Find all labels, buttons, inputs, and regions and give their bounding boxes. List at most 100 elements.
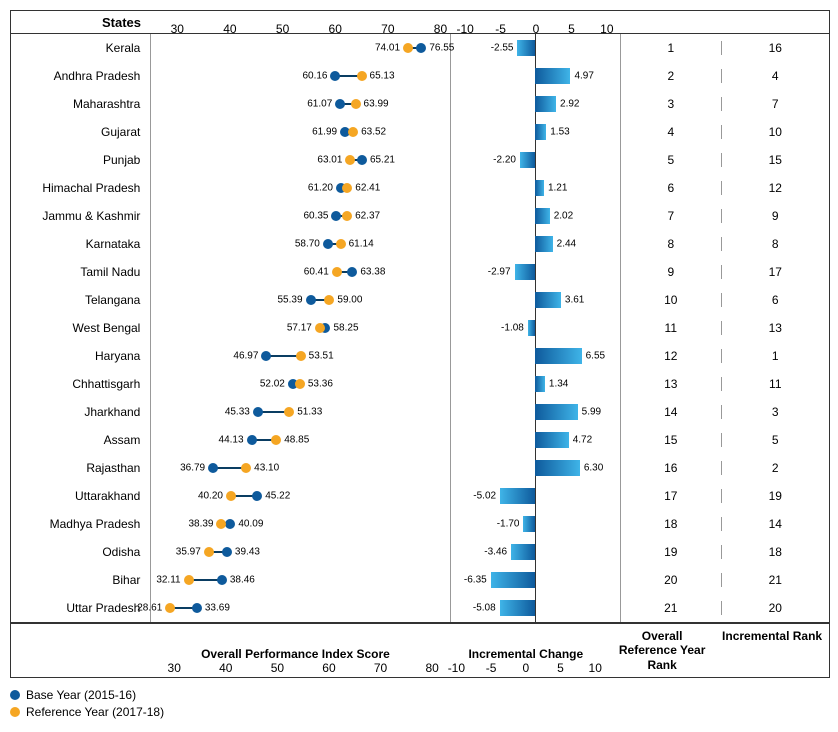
score-label-left: 55.39 xyxy=(277,295,302,306)
ref-dot xyxy=(165,603,175,613)
score-cell: 60.1665.13 xyxy=(150,62,451,90)
overall-rank: 5 xyxy=(621,153,722,167)
ref-dot xyxy=(324,295,334,305)
score-cell: 58.7061.14 xyxy=(150,230,451,258)
incremental-rank: 7 xyxy=(722,97,829,111)
score-label-right: 62.37 xyxy=(355,211,380,222)
state-name: Kerala xyxy=(11,41,150,55)
base-dot xyxy=(416,43,426,53)
score-cell: 46.9753.51 xyxy=(150,342,451,370)
change-bar xyxy=(535,404,577,420)
score-label-left: 46.97 xyxy=(233,351,258,362)
score-cell: 60.3562.37 xyxy=(150,202,451,230)
incremental-rank: 13 xyxy=(722,321,829,335)
score-label-left: 63.01 xyxy=(317,155,342,166)
score-cell: 40.20 45.22 xyxy=(150,482,451,510)
base-dot xyxy=(192,603,202,613)
score-cell: 61.2062.41 xyxy=(150,174,451,202)
incremental-rank: 14 xyxy=(722,517,829,531)
ref-dot xyxy=(357,71,367,81)
change-cell: -2.20 xyxy=(451,146,621,174)
score-label-left: 60.41 xyxy=(304,267,329,278)
ref-dot xyxy=(204,547,214,557)
legend-base: Base Year (2015-16) xyxy=(10,688,828,702)
change-bar xyxy=(535,348,581,364)
incremental-rank: 6 xyxy=(722,293,829,307)
change-bar xyxy=(535,180,544,196)
table-row: Rajasthan36.7943.106.30162 xyxy=(11,454,829,482)
score-label-left: 36.79 xyxy=(180,463,205,474)
ref-dot xyxy=(348,127,358,137)
change-bar xyxy=(500,600,536,616)
ref-dot xyxy=(342,183,352,193)
legend: Base Year (2015-16) Reference Year (2017… xyxy=(10,688,828,719)
score-cell: 61.0763.99 xyxy=(150,90,451,118)
score-label-right: 45.22 xyxy=(265,491,290,502)
score-label-left: 61.20 xyxy=(308,183,333,194)
zero-line xyxy=(535,538,536,566)
score-axis-bottom: Overall Performance Index Score 30405060… xyxy=(148,629,442,661)
score-cell: 60.41 63.38 xyxy=(150,258,451,286)
score-cell: 63.0165.21 xyxy=(150,146,451,174)
ref-dot xyxy=(184,575,194,585)
score-label-right: 61.14 xyxy=(349,239,374,250)
overall-rank: 15 xyxy=(621,433,722,447)
incremental-rank: 4 xyxy=(722,69,829,83)
base-dot xyxy=(306,295,316,305)
change-cell: -2.97 xyxy=(451,258,621,286)
score-cell: 32.1138.46 xyxy=(150,566,451,594)
change-cell: -2.55 xyxy=(451,34,621,62)
incremental-rank: 15 xyxy=(722,153,829,167)
score-cell: 52.0253.36 xyxy=(150,370,451,398)
overall-rank: 10 xyxy=(621,293,722,307)
incremental-rank: 18 xyxy=(722,545,829,559)
legend-base-label: Base Year (2015-16) xyxy=(26,688,136,702)
base-dot xyxy=(331,211,341,221)
score-label-right: 63.99 xyxy=(364,99,389,110)
table-row: Jharkhand45.3351.335.99143 xyxy=(11,398,829,426)
base-dot xyxy=(261,351,271,361)
incremental-rank: 17 xyxy=(722,265,829,279)
change-bar xyxy=(535,376,544,392)
base-dot xyxy=(357,155,367,165)
ref-dot xyxy=(216,519,226,529)
change-label: 1.34 xyxy=(549,379,568,390)
score-cell: 55.3959.00 xyxy=(150,286,451,314)
incremental-rank: 20 xyxy=(722,601,829,615)
zero-line xyxy=(535,34,536,62)
state-name: Madhya Pradesh xyxy=(11,517,150,531)
change-cell: 3.61 xyxy=(451,286,621,314)
change-bar xyxy=(535,432,568,448)
change-cell: -3.46 xyxy=(451,538,621,566)
change-label: -2.55 xyxy=(491,43,514,54)
score-label-right: 65.13 xyxy=(370,71,395,82)
base-dot xyxy=(252,491,262,501)
score-label-left: 40.20 xyxy=(198,491,223,502)
zero-line xyxy=(535,258,536,286)
score-label-right: 51.33 xyxy=(297,407,322,418)
incremental-rank: 16 xyxy=(722,41,829,55)
axis-tick: 70 xyxy=(374,661,387,675)
incremental-rank: 19 xyxy=(722,489,829,503)
incremental-rank: 12 xyxy=(722,181,829,195)
overall-rank: 3 xyxy=(621,97,722,111)
zero-line xyxy=(535,146,536,174)
rows-container: Kerala74.0176.55-2.55116Andhra Pradesh60… xyxy=(11,34,829,622)
state-name: Rajasthan xyxy=(11,461,150,475)
score-cell: 61.9963.52 xyxy=(150,118,451,146)
chart-container: States 304050607080 -10-50510 Kerala74.0… xyxy=(10,10,830,678)
table-row: Uttarakhand40.2045.22-5.021719 xyxy=(11,482,829,510)
change-bar xyxy=(535,208,549,224)
incremental-rank: 10 xyxy=(722,125,829,139)
base-dot xyxy=(247,435,257,445)
change-label: -6.35 xyxy=(464,575,487,586)
axis-tick: -5 xyxy=(486,661,497,675)
score-label-right: 63.38 xyxy=(360,267,385,278)
overall-rank: 19 xyxy=(621,545,722,559)
change-bar xyxy=(535,96,556,112)
change-cell: 4.97 xyxy=(451,62,621,90)
ref-dot xyxy=(332,267,342,277)
change-label: -2.20 xyxy=(493,155,516,166)
change-bar xyxy=(511,544,535,560)
footer-row: Overall Performance Index Score 30405060… xyxy=(11,622,829,677)
